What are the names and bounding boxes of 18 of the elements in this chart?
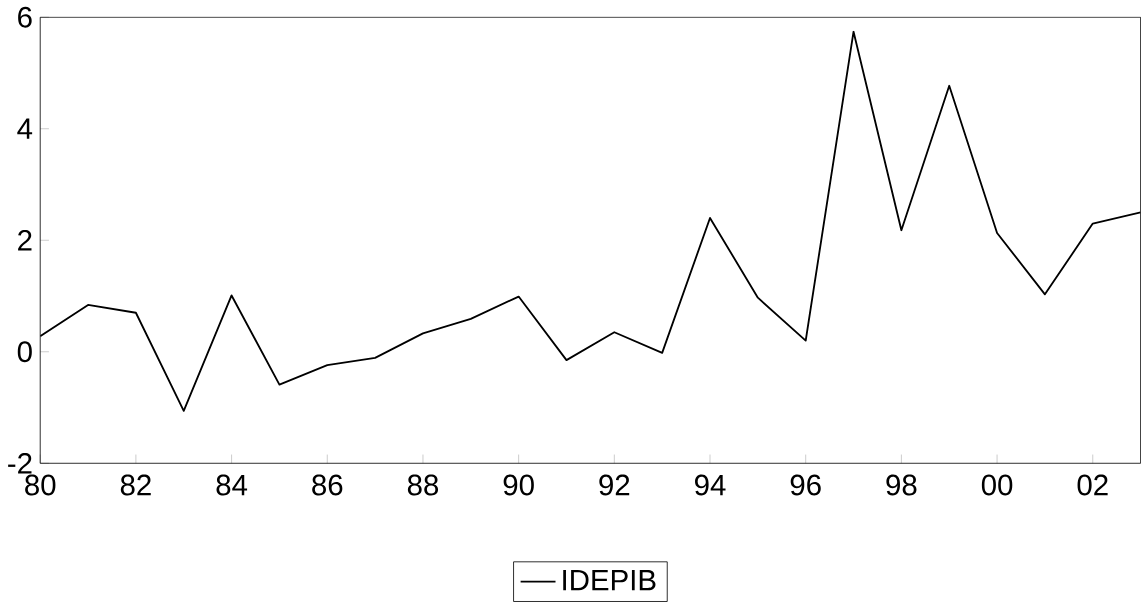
legend-label: IDEPIB <box>563 570 656 591</box>
x-tick-label: 82 <box>120 474 151 496</box>
x-tick-label: 96 <box>790 474 821 496</box>
y-tick-label: 0 <box>17 341 32 363</box>
y-tick-label: -2 <box>8 453 32 474</box>
x-tick-label: 00 <box>981 474 1013 496</box>
y-tick-label: 6 <box>18 6 32 28</box>
x-tick-label: 90 <box>503 474 534 496</box>
x-tick-label: 80 <box>25 474 56 496</box>
x-tick-label: 88 <box>407 474 439 496</box>
y-tick-label: 2 <box>18 230 32 251</box>
x-tick-label: 86 <box>312 474 343 496</box>
y-tick-label: 4 <box>17 118 33 139</box>
x-tick-label: 92 <box>599 474 630 496</box>
x-tick-label: 84 <box>216 474 248 496</box>
x-tick-label: 94 <box>695 474 726 496</box>
x-tick-label: 98 <box>886 474 917 496</box>
x-tick-label: 02 <box>1077 474 1108 496</box>
